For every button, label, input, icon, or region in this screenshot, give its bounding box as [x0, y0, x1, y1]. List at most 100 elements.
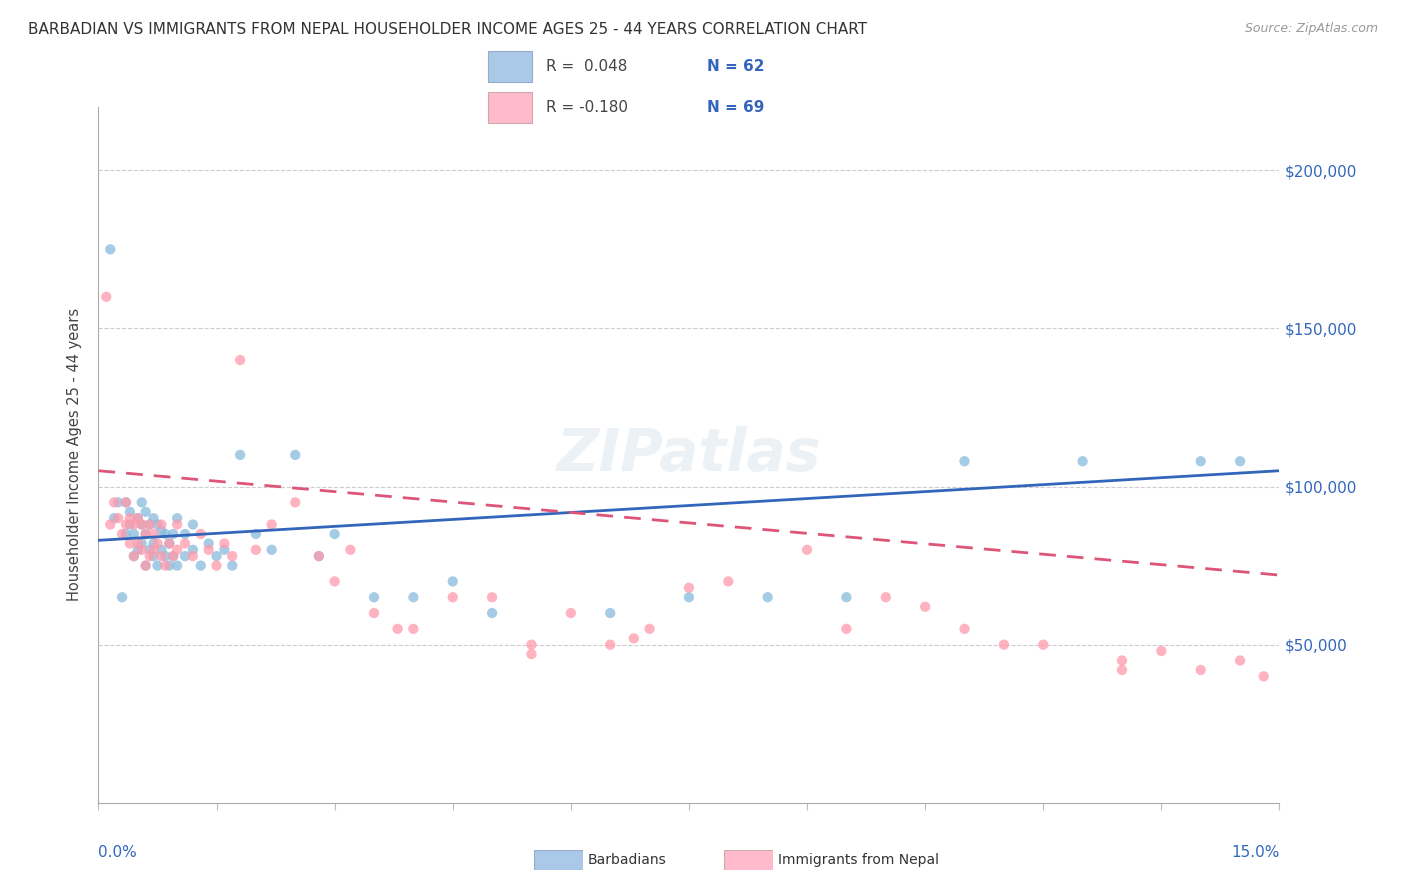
Point — [599, 606, 621, 620]
Point — [166, 511, 188, 525]
Point — [166, 517, 188, 532]
Point — [190, 527, 212, 541]
Point — [142, 527, 165, 541]
Point — [142, 542, 165, 557]
Point — [678, 581, 700, 595]
Point — [131, 517, 153, 532]
Point — [174, 536, 197, 550]
Point — [308, 549, 330, 563]
Point — [387, 622, 409, 636]
Point — [162, 549, 184, 563]
Point — [138, 517, 160, 532]
Point — [678, 591, 700, 605]
Point — [181, 549, 204, 563]
Point — [150, 517, 173, 532]
Point — [111, 591, 134, 605]
Point — [953, 454, 976, 468]
Point — [205, 549, 228, 563]
Point — [118, 505, 141, 519]
Point — [197, 542, 219, 557]
Point — [284, 448, 307, 462]
Point — [150, 549, 173, 563]
Point — [127, 511, 149, 525]
Point — [135, 558, 157, 573]
Point — [1189, 454, 1212, 468]
Point — [260, 542, 283, 557]
Point — [162, 527, 184, 541]
Point — [131, 536, 153, 550]
Point — [1253, 669, 1275, 683]
Point — [122, 517, 145, 532]
Point — [111, 527, 134, 541]
FancyBboxPatch shape — [488, 92, 531, 122]
Point — [127, 511, 149, 525]
Point — [363, 606, 385, 620]
Point — [138, 517, 160, 532]
Point — [118, 536, 141, 550]
Point — [1150, 644, 1173, 658]
Text: Immigrants from Nepal: Immigrants from Nepal — [778, 853, 939, 867]
Point — [138, 549, 160, 563]
Text: BARBADIAN VS IMMIGRANTS FROM NEPAL HOUSEHOLDER INCOME AGES 25 - 44 YEARS CORRELA: BARBADIAN VS IMMIGRANTS FROM NEPAL HOUSE… — [28, 22, 868, 37]
Point — [127, 542, 149, 557]
Point — [1032, 638, 1054, 652]
Point — [229, 353, 252, 368]
Point — [127, 536, 149, 550]
Point — [118, 511, 141, 525]
Point — [363, 591, 385, 605]
Point — [181, 517, 204, 532]
Point — [146, 517, 169, 532]
Text: Source: ZipAtlas.com: Source: ZipAtlas.com — [1244, 22, 1378, 36]
Point — [118, 517, 141, 532]
Point — [1111, 663, 1133, 677]
Point — [146, 558, 169, 573]
Point — [155, 549, 177, 563]
Point — [150, 524, 173, 538]
Point — [229, 448, 252, 462]
Point — [1229, 454, 1251, 468]
Point — [131, 517, 153, 532]
Point — [162, 549, 184, 563]
Text: ZIPatlas: ZIPatlas — [557, 426, 821, 483]
Point — [131, 542, 153, 557]
Text: Barbadians: Barbadians — [588, 853, 666, 867]
Point — [835, 591, 858, 605]
Point — [107, 511, 129, 525]
Point — [103, 495, 125, 509]
Point — [835, 622, 858, 636]
Point — [402, 591, 425, 605]
Point — [107, 495, 129, 509]
Point — [122, 549, 145, 563]
Point — [181, 542, 204, 557]
Point — [214, 542, 236, 557]
Point — [717, 574, 740, 589]
Point — [115, 495, 138, 509]
Point — [157, 536, 180, 550]
Point — [96, 290, 118, 304]
Point — [146, 536, 169, 550]
Point — [157, 536, 180, 550]
Point — [103, 511, 125, 525]
Point — [1229, 653, 1251, 667]
Point — [142, 536, 165, 550]
Point — [98, 243, 121, 257]
Point — [245, 527, 267, 541]
Point — [150, 542, 173, 557]
Point — [221, 558, 243, 573]
Point — [131, 495, 153, 509]
Point — [221, 549, 243, 563]
Y-axis label: Householder Income Ages 25 - 44 years: Householder Income Ages 25 - 44 years — [67, 309, 83, 601]
Point — [155, 527, 177, 541]
Point — [115, 517, 138, 532]
Point — [441, 574, 464, 589]
Point — [98, 517, 121, 532]
Point — [205, 558, 228, 573]
Point — [323, 527, 346, 541]
Point — [122, 527, 145, 541]
Point — [520, 638, 543, 652]
Point — [914, 599, 936, 614]
Point — [122, 549, 145, 563]
Text: R = -0.180: R = -0.180 — [546, 100, 627, 115]
Point — [308, 549, 330, 563]
Point — [623, 632, 645, 646]
